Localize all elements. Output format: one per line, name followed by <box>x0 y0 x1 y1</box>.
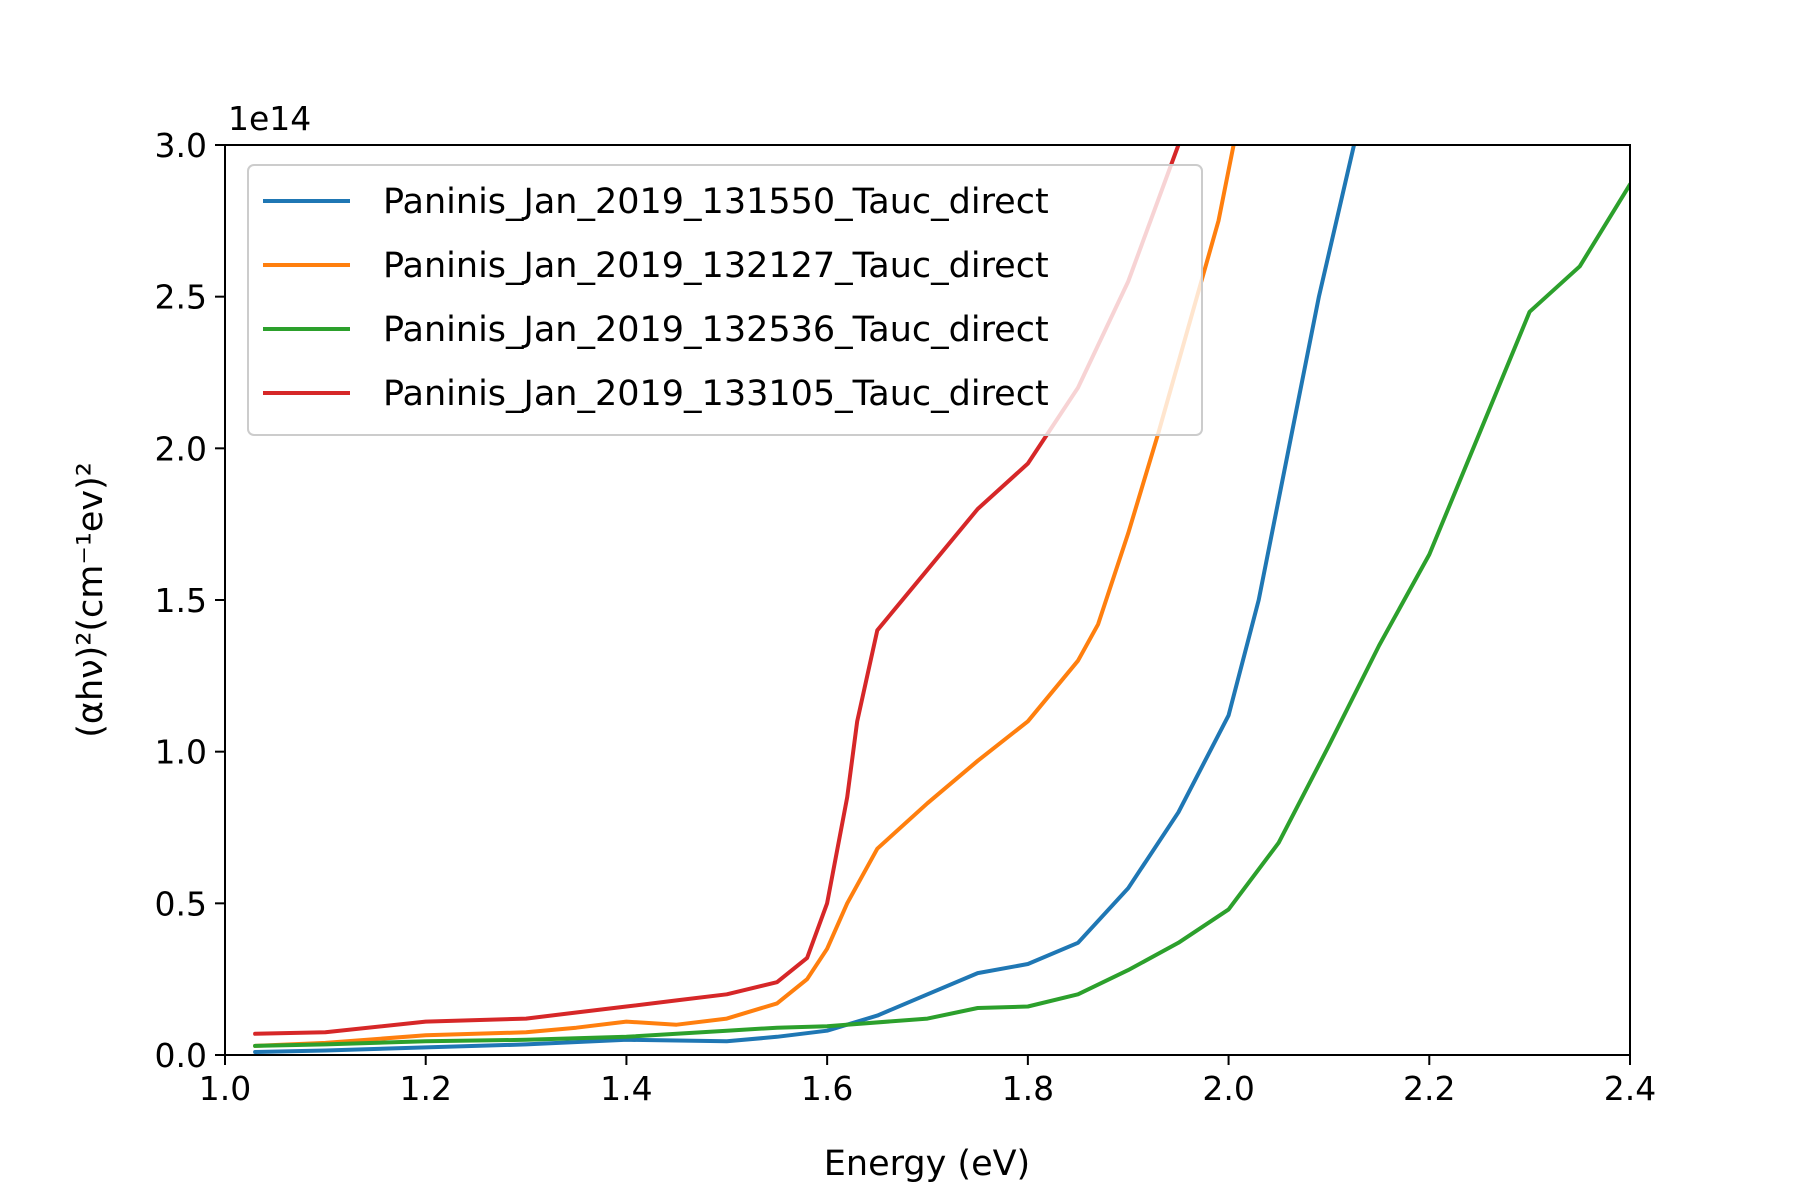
x-tick-label: 2.2 <box>1403 1069 1455 1108</box>
x-axis: 1.0 1.2 1.4 1.6 1.8 2.0 2.2 2.4 <box>199 1055 1656 1108</box>
legend-box <box>247 164 1203 436</box>
y-tick-label: 3.0 <box>155 126 207 165</box>
series-line-1 <box>253 145 1356 1054</box>
legend: Paninis_Jan_2019_131550_Tauc_direct Panin… <box>247 164 1203 436</box>
x-tick-label: 2.4 <box>1604 1069 1656 1108</box>
x-tick-label: 1.6 <box>801 1069 853 1108</box>
series-line-2 <box>253 145 1236 1048</box>
y-tick-label: 2.0 <box>155 429 207 468</box>
x-tick-label: 1.2 <box>399 1069 451 1108</box>
series-line-4 <box>253 145 1181 1036</box>
y-tick-label: 0.0 <box>155 1036 207 1075</box>
y-offset-label: 1e14 <box>228 99 311 138</box>
x-tick-label: 1.8 <box>1002 1069 1054 1108</box>
y-tick-label: 2.5 <box>155 278 207 317</box>
series-layer <box>253 145 1630 1054</box>
x-tick-label: 1.4 <box>600 1069 652 1108</box>
legend-label-2: Paninis_Jan_2019_132127_Tauc_direct <box>383 246 1049 286</box>
legend-label-1: Paninis_Jan_2019_131550_Tauc_direct <box>383 182 1049 222</box>
x-tick-label: 2.0 <box>1202 1069 1254 1108</box>
x-axis-label: Energy (eV) <box>824 1144 1030 1184</box>
series-line-3 <box>253 182 1630 1048</box>
y-axis: 0.0 0.5 1.0 1.5 2.0 2.5 3.0 <box>155 126 225 1075</box>
y-tick-label: 1.5 <box>155 581 207 620</box>
x-tick-label: 1.0 <box>199 1069 251 1108</box>
y-tick-label: 1.0 <box>155 733 207 772</box>
y-tick-label: 0.5 <box>155 884 207 923</box>
legend-label-4: Paninis_Jan_2019_133105_Tauc_direct <box>383 374 1049 414</box>
y-axis-label: (αhν)²(cm⁻¹ev)² <box>71 462 111 738</box>
legend-label-3: Paninis_Jan_2019_132536_Tauc_direct <box>383 310 1049 350</box>
